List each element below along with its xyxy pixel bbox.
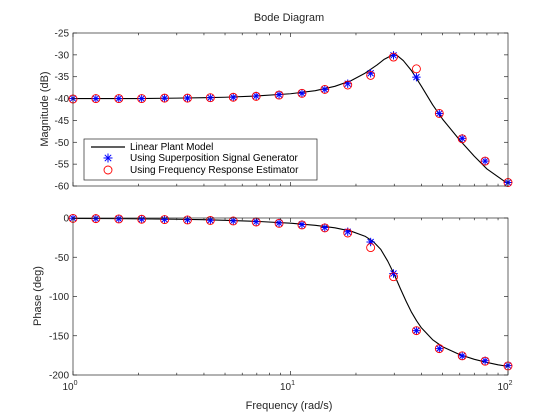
asterisk-marker-1-7 <box>229 216 238 226</box>
asterisk-marker-0-4 <box>160 93 169 103</box>
circle-marker-0-9 <box>274 90 284 100</box>
legend-label-frequency-response-estimator: Using Frequency Response Estimator <box>130 165 299 176</box>
legend-box <box>83 138 318 181</box>
ytick-label-0-2: -35 <box>55 72 70 83</box>
asterisk-marker-1-16 <box>435 344 444 353</box>
asterisk-marker-0-9 <box>274 90 284 99</box>
asterisk-marker-1-2 <box>114 214 124 223</box>
asterisk-marker-1-15 <box>412 326 421 335</box>
magnitude-axes: Bode Diagram -25 -30 -35 -40 -45 -50 -55 -60 Ma… <box>39 12 513 193</box>
circle-marker-0-15 <box>411 64 421 74</box>
circle-marker-0-13 <box>366 70 376 80</box>
asterisk-marker-1-4 <box>160 215 169 224</box>
ytick-label-1-0: 0 <box>63 214 69 225</box>
asterisk-marker-0-8 <box>251 91 261 101</box>
asterisk-marker-1-1 <box>91 214 101 223</box>
asterisk-marker-0-17 <box>458 134 467 143</box>
circle-marker-0-18 <box>480 156 490 166</box>
asterisk-marker-1-3 <box>137 214 146 224</box>
ytick-label-1-1: -50 <box>55 253 70 264</box>
frequency-xlabel: Frequency (rad/s) <box>246 400 333 412</box>
legend-circle-marker <box>103 165 113 175</box>
asterisk-marker-0-18 <box>480 156 490 166</box>
circle-marker-0-6 <box>205 93 215 103</box>
asterisk-marker-0-15 <box>412 72 421 82</box>
ytick-label-0-6: -55 <box>55 160 70 171</box>
ytick-label-1-4: -200 <box>49 371 69 382</box>
asterisk-marker-0-10 <box>297 89 307 98</box>
circle-marker-0-17 <box>457 134 467 144</box>
circle-marker-1-1 <box>91 214 101 224</box>
asterisk-marker-0-3 <box>137 94 146 103</box>
asterisk-marker-0-7 <box>229 93 238 102</box>
ytick-label-1-3: -150 <box>49 331 69 342</box>
circle-marker-1-5 <box>183 215 192 225</box>
ytick-label-0-1: -30 <box>55 50 70 61</box>
asterisk-marker-1-8 <box>251 217 261 226</box>
circle-marker-0-8 <box>251 91 261 101</box>
circle-marker-1-7 <box>228 216 238 226</box>
legend-label-linear-plant-model: Linear Plant Model <box>130 142 213 153</box>
circle-marker-1-18 <box>480 356 490 366</box>
asterisk-marker-0-14 <box>389 51 398 60</box>
asterisk-marker-0-11 <box>320 85 330 94</box>
xtick-label-1: 101 <box>280 380 295 393</box>
legend-label-superposition-signal-generator: Using Superposition Signal Generator <box>130 153 299 164</box>
asterisk-marker-0-16 <box>435 109 444 118</box>
circle-marker-1-6 <box>205 215 215 225</box>
asterisk-marker-1-10 <box>297 220 307 229</box>
circle-marker-0-5 <box>183 93 192 103</box>
xtick-label-0: 100 <box>62 380 77 393</box>
ytick-label-0-5: -50 <box>55 138 70 149</box>
circle-marker-0-10 <box>297 88 307 98</box>
circle-marker-0-16 <box>434 108 444 118</box>
ytick-label-0-0: -25 <box>55 29 70 40</box>
circle-marker-1-3 <box>137 214 147 224</box>
circle-marker-0-14 <box>389 52 398 62</box>
magnitude-ylabel: Magnitude (dB) <box>39 71 51 146</box>
ytick-label-0-7: -60 <box>55 182 70 193</box>
circle-marker-0-12 <box>343 80 353 90</box>
asterisk-marker-0-2 <box>114 94 124 103</box>
ytick-label-0-4: -45 <box>55 116 70 127</box>
circle-marker-1-16 <box>434 344 444 354</box>
asterisk-marker-1-11 <box>320 223 330 232</box>
phase-ylabel: Phase (deg) <box>32 266 44 326</box>
circle-marker-0-7 <box>228 92 238 102</box>
circle-marker-1-11 <box>320 223 330 233</box>
figure-title: Bode Diagram <box>254 12 324 24</box>
asterisk-marker-1-9 <box>274 218 284 228</box>
circle-marker-1-12 <box>343 228 353 238</box>
legend-asterisk-marker <box>103 153 113 163</box>
circle-marker-0-1 <box>91 94 101 104</box>
circle-marker-0-2 <box>114 94 124 104</box>
asterisk-marker-0-13 <box>366 69 375 78</box>
circle-marker-1-4 <box>160 215 170 225</box>
circle-marker-1-9 <box>274 218 284 228</box>
circle-marker-1-17 <box>457 351 467 361</box>
circle-marker-0-11 <box>320 84 330 94</box>
circle-marker-1-10 <box>297 220 307 230</box>
asterisk-marker-1-17 <box>458 351 467 361</box>
asterisk-marker-0-6 <box>206 93 215 102</box>
circle-marker-1-15 <box>411 326 421 336</box>
xtick-label-2: 102 <box>497 380 512 393</box>
asterisk-marker-1-18 <box>480 356 490 365</box>
ytick-label-1-2: -100 <box>49 292 69 303</box>
circle-marker-1-14 <box>389 272 398 282</box>
circle-marker-1-2 <box>114 214 124 224</box>
circle-marker-0-3 <box>137 94 147 104</box>
legend: Linear Plant Model Using Superposition S… <box>83 138 318 181</box>
asterisk-marker-0-1 <box>91 94 101 103</box>
circle-marker-0-4 <box>160 93 170 103</box>
circle-marker-1-13 <box>366 243 376 253</box>
asterisk-marker-0-5 <box>183 93 192 103</box>
ytick-label-0-3: -40 <box>55 94 70 105</box>
